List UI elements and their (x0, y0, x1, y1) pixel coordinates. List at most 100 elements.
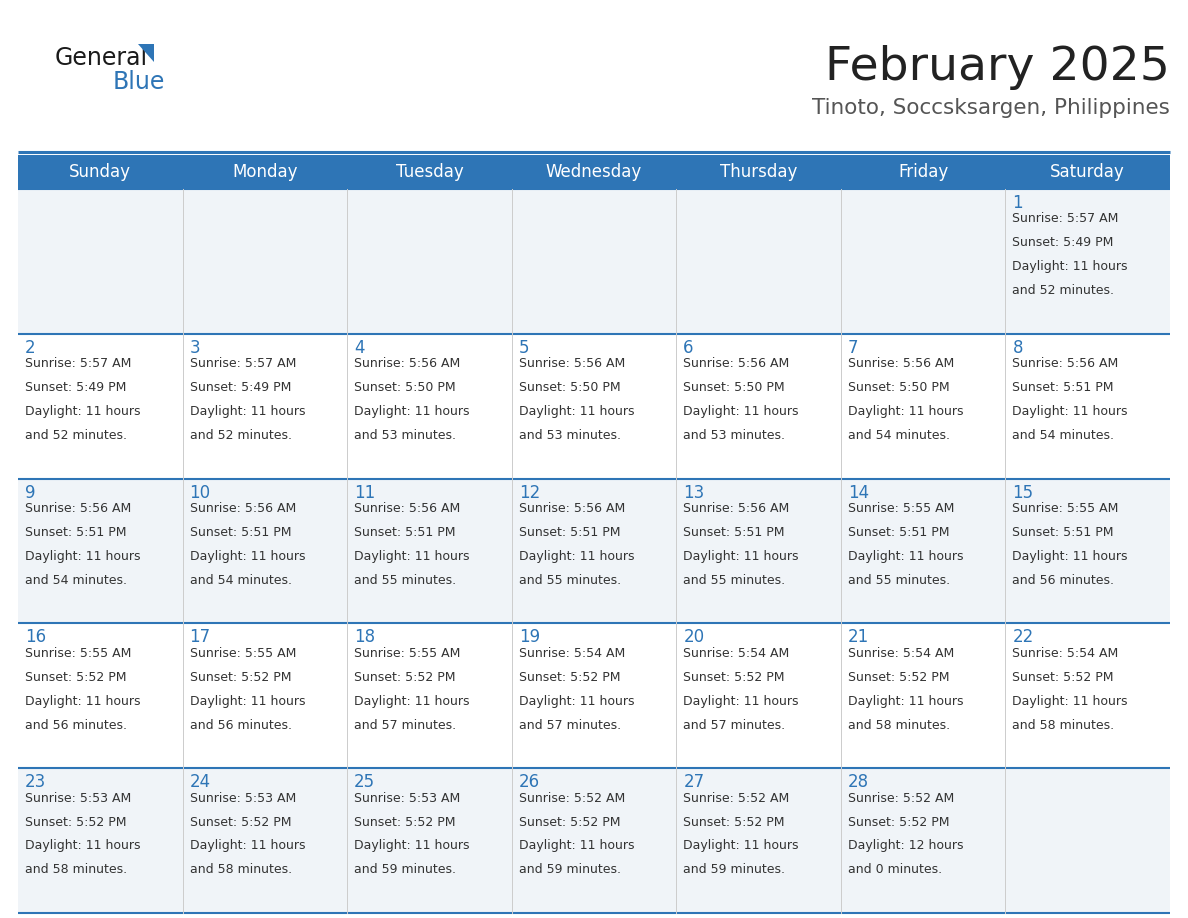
Text: Daylight: 11 hours: Daylight: 11 hours (683, 550, 798, 563)
Text: Daylight: 11 hours: Daylight: 11 hours (1012, 261, 1127, 274)
Text: 27: 27 (683, 773, 704, 791)
Bar (18, 334, 183, 478)
Text: Sunset: 5:50 PM: Sunset: 5:50 PM (354, 381, 456, 394)
Text: Sunrise: 5:55 AM: Sunrise: 5:55 AM (1012, 502, 1119, 515)
Text: and 57 minutes.: and 57 minutes. (683, 719, 785, 732)
Text: 13: 13 (683, 484, 704, 501)
Text: Sunset: 5:49 PM: Sunset: 5:49 PM (190, 381, 291, 394)
Text: 26: 26 (519, 773, 539, 791)
Bar (512, 189, 676, 334)
Bar (841, 478, 1005, 623)
Text: Sunrise: 5:56 AM: Sunrise: 5:56 AM (1012, 357, 1119, 370)
Text: Daylight: 11 hours: Daylight: 11 hours (519, 839, 634, 853)
Bar (1005, 768, 1170, 913)
Text: Daylight: 11 hours: Daylight: 11 hours (25, 695, 140, 708)
Text: and 59 minutes.: and 59 minutes. (683, 863, 785, 877)
Text: and 54 minutes.: and 54 minutes. (190, 574, 291, 587)
Text: Sunrise: 5:55 AM: Sunrise: 5:55 AM (190, 647, 296, 660)
Bar (841, 189, 1005, 334)
Text: and 53 minutes.: and 53 minutes. (519, 429, 620, 442)
Text: Sunset: 5:50 PM: Sunset: 5:50 PM (848, 381, 949, 394)
Text: Sunset: 5:52 PM: Sunset: 5:52 PM (848, 671, 949, 684)
Text: Tuesday: Tuesday (396, 163, 463, 181)
Text: Wednesday: Wednesday (545, 163, 643, 181)
Text: Sunrise: 5:57 AM: Sunrise: 5:57 AM (190, 357, 296, 370)
Text: Sunset: 5:51 PM: Sunset: 5:51 PM (683, 526, 785, 539)
Text: Daylight: 11 hours: Daylight: 11 hours (519, 405, 634, 418)
Text: Daylight: 11 hours: Daylight: 11 hours (519, 550, 634, 563)
Text: 24: 24 (190, 773, 210, 791)
Text: and 52 minutes.: and 52 minutes. (1012, 285, 1114, 297)
Text: and 56 minutes.: and 56 minutes. (190, 719, 291, 732)
Text: Sunset: 5:50 PM: Sunset: 5:50 PM (683, 381, 785, 394)
Text: and 58 minutes.: and 58 minutes. (190, 863, 292, 877)
Text: 19: 19 (519, 629, 539, 646)
Bar (18, 768, 183, 913)
Bar (841, 334, 1005, 478)
Text: Sunset: 5:51 PM: Sunset: 5:51 PM (848, 526, 949, 539)
Text: Sunset: 5:52 PM: Sunset: 5:52 PM (848, 815, 949, 829)
Text: 5: 5 (519, 339, 529, 357)
Text: Sunrise: 5:56 AM: Sunrise: 5:56 AM (25, 502, 131, 515)
Text: Sunrise: 5:56 AM: Sunrise: 5:56 AM (519, 502, 625, 515)
Bar (183, 768, 347, 913)
Text: Tinoto, Soccsksargen, Philippines: Tinoto, Soccsksargen, Philippines (813, 98, 1170, 118)
Bar (676, 768, 841, 913)
Text: Daylight: 11 hours: Daylight: 11 hours (25, 550, 140, 563)
Bar (676, 155, 841, 189)
Text: 15: 15 (1012, 484, 1034, 501)
Text: Sunset: 5:51 PM: Sunset: 5:51 PM (519, 526, 620, 539)
Text: Sunset: 5:51 PM: Sunset: 5:51 PM (1012, 526, 1114, 539)
Text: and 57 minutes.: and 57 minutes. (354, 719, 456, 732)
Text: and 54 minutes.: and 54 minutes. (848, 429, 950, 442)
Text: and 0 minutes.: and 0 minutes. (848, 863, 942, 877)
Bar (1005, 478, 1170, 623)
Bar (1005, 334, 1170, 478)
Text: and 58 minutes.: and 58 minutes. (1012, 719, 1114, 732)
Text: Sunset: 5:49 PM: Sunset: 5:49 PM (25, 381, 126, 394)
Text: 10: 10 (190, 484, 210, 501)
Text: Sunrise: 5:56 AM: Sunrise: 5:56 AM (683, 357, 790, 370)
Text: 16: 16 (25, 629, 46, 646)
Text: 14: 14 (848, 484, 868, 501)
Text: Friday: Friday (898, 163, 948, 181)
Text: Daylight: 11 hours: Daylight: 11 hours (190, 839, 305, 853)
Text: Sunset: 5:51 PM: Sunset: 5:51 PM (25, 526, 126, 539)
Text: Daylight: 11 hours: Daylight: 11 hours (25, 839, 140, 853)
Text: and 56 minutes.: and 56 minutes. (25, 719, 127, 732)
Text: 23: 23 (25, 773, 46, 791)
Bar (512, 478, 676, 623)
Bar (18, 623, 183, 768)
Text: Daylight: 11 hours: Daylight: 11 hours (190, 550, 305, 563)
Text: and 55 minutes.: and 55 minutes. (683, 574, 785, 587)
Text: Sunrise: 5:52 AM: Sunrise: 5:52 AM (848, 791, 954, 805)
Text: Sunrise: 5:52 AM: Sunrise: 5:52 AM (519, 791, 625, 805)
Text: Sunrise: 5:54 AM: Sunrise: 5:54 AM (1012, 647, 1119, 660)
Text: Daylight: 11 hours: Daylight: 11 hours (25, 405, 140, 418)
Bar (1005, 189, 1170, 334)
Text: and 52 minutes.: and 52 minutes. (25, 429, 127, 442)
Bar (347, 478, 512, 623)
Text: Daylight: 12 hours: Daylight: 12 hours (848, 839, 963, 853)
Text: Sunrise: 5:54 AM: Sunrise: 5:54 AM (519, 647, 625, 660)
Text: Sunset: 5:52 PM: Sunset: 5:52 PM (519, 815, 620, 829)
Text: Sunrise: 5:56 AM: Sunrise: 5:56 AM (519, 357, 625, 370)
Text: 21: 21 (848, 629, 870, 646)
Text: and 59 minutes.: and 59 minutes. (519, 863, 620, 877)
Text: and 57 minutes.: and 57 minutes. (519, 719, 621, 732)
Text: Daylight: 11 hours: Daylight: 11 hours (519, 695, 634, 708)
Text: Sunrise: 5:55 AM: Sunrise: 5:55 AM (848, 502, 954, 515)
Bar (512, 334, 676, 478)
Text: 8: 8 (1012, 339, 1023, 357)
Text: and 58 minutes.: and 58 minutes. (848, 719, 950, 732)
Text: Sunrise: 5:53 AM: Sunrise: 5:53 AM (190, 791, 296, 805)
Text: Sunset: 5:52 PM: Sunset: 5:52 PM (683, 671, 785, 684)
Bar (1005, 155, 1170, 189)
Text: and 55 minutes.: and 55 minutes. (848, 574, 950, 587)
Bar (18, 155, 183, 189)
Text: Sunrise: 5:57 AM: Sunrise: 5:57 AM (1012, 212, 1119, 226)
Text: Sunset: 5:51 PM: Sunset: 5:51 PM (190, 526, 291, 539)
Text: Sunset: 5:52 PM: Sunset: 5:52 PM (683, 815, 785, 829)
Text: 18: 18 (354, 629, 375, 646)
Text: and 52 minutes.: and 52 minutes. (190, 429, 291, 442)
